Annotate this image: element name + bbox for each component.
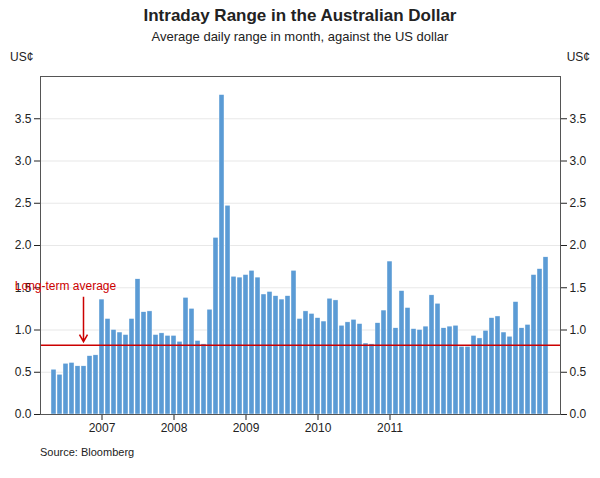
svg-text:3.0: 3.0 bbox=[570, 154, 587, 168]
svg-text:2007: 2007 bbox=[89, 421, 116, 435]
html-text:Average daily range in month,: Average daily range in month, against th… bbox=[151, 29, 449, 44]
svg-text:Long-term average: Long-term average bbox=[15, 279, 117, 293]
svg-text:0.0: 0.0 bbox=[15, 407, 32, 421]
svg-text:2009: 2009 bbox=[233, 421, 260, 435]
svg-text:0.5: 0.5 bbox=[15, 365, 32, 379]
svg-text:2.0: 2.0 bbox=[15, 238, 32, 252]
svg-text:2.5: 2.5 bbox=[15, 196, 32, 210]
html-text:Source: Bloomberg: Source: Bloomberg bbox=[40, 446, 135, 458]
svg-text:2010: 2010 bbox=[305, 421, 332, 435]
svg-text:2008: 2008 bbox=[161, 421, 188, 435]
svg-text:2.5: 2.5 bbox=[570, 196, 587, 210]
svg-text:1.5: 1.5 bbox=[570, 281, 587, 295]
html-text:Intraday Range in the Australi: Intraday Range in the Australian Dollar bbox=[143, 6, 457, 25]
svg-text:0.0: 0.0 bbox=[570, 407, 587, 421]
svg-text:0.5: 0.5 bbox=[570, 365, 587, 379]
svg-text:1.0: 1.0 bbox=[570, 323, 587, 337]
svg-text:2011: 2011 bbox=[377, 421, 403, 435]
svg-text:2.0: 2.0 bbox=[570, 238, 587, 252]
svg-text:3.0: 3.0 bbox=[15, 154, 32, 168]
svg-text:3.5: 3.5 bbox=[570, 112, 587, 126]
svg-text:3.5: 3.5 bbox=[15, 112, 32, 126]
svg-text:1.0: 1.0 bbox=[15, 323, 32, 337]
html-text:US¢: US¢ bbox=[566, 50, 590, 64]
html-text:US¢: US¢ bbox=[10, 50, 34, 64]
